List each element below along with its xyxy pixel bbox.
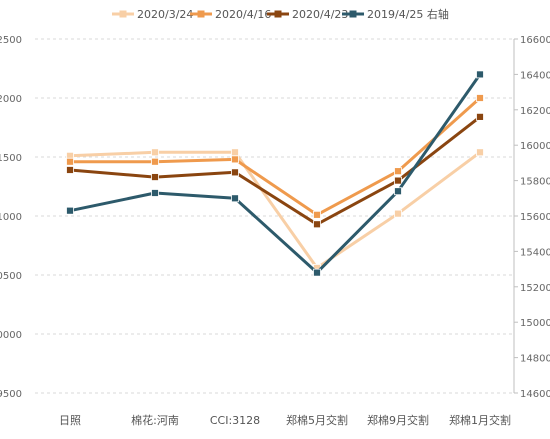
- right-tick-label: 16400: [520, 70, 550, 81]
- data-point: [394, 187, 402, 196]
- data-point: [313, 210, 321, 219]
- data-point: [66, 157, 74, 166]
- left-tick-label: 11000: [0, 212, 22, 223]
- data-point: [151, 148, 159, 157]
- data-point: [476, 94, 484, 102]
- legend-swatch-marker: [274, 10, 282, 18]
- data-point: [476, 70, 484, 79]
- data-point: [313, 220, 321, 229]
- series-2: [66, 94, 484, 219]
- series-1: [66, 148, 484, 272]
- right-tick-label: 16200: [520, 106, 550, 117]
- legend-label: 2020/4/16: [215, 8, 271, 21]
- category-label: 棉花:河南: [131, 413, 179, 427]
- left-tick-label: 12500: [0, 35, 22, 46]
- data-point: [476, 112, 484, 121]
- legend: 2020/3/24 2020/4/16 2020/4/23 2019/4/25 右轴: [112, 7, 449, 21]
- right-tick-label: 15600: [520, 212, 550, 223]
- category-label: 郑棉9月交割: [367, 413, 429, 427]
- data-point: [66, 166, 74, 174]
- left-axis-ticks: 9500 10000 10500 11000 11500 12000 12500: [0, 35, 22, 400]
- data-point: [313, 268, 321, 277]
- legend-swatch-marker: [119, 10, 127, 18]
- right-tick-label: 15800: [520, 177, 550, 188]
- right-tick-label: 14600: [520, 389, 550, 400]
- right-axis-ticks: 14600 14800 15000 15200 15400 15600 15800 16000…: [514, 35, 550, 400]
- data-point: [394, 167, 402, 176]
- series-line: [70, 96, 481, 217]
- legend-swatch-marker: [349, 10, 357, 18]
- legend-label: 2019/4/25 右轴: [367, 7, 449, 21]
- data-point: [231, 194, 239, 203]
- data-point: [151, 157, 159, 166]
- series-line: [69, 73, 482, 275]
- data-point: [394, 209, 402, 218]
- category-label: 郑棉5月交割: [286, 413, 348, 427]
- data-point: [231, 148, 239, 157]
- data-point: [394, 176, 402, 185]
- left-tick-label: 10500: [0, 271, 22, 282]
- left-tick-label: 12000: [0, 94, 22, 105]
- series-line: [69, 150, 481, 270]
- left-tick-label: 9500: [0, 389, 22, 400]
- category-label: 日照: [59, 414, 81, 427]
- data-point: [231, 168, 239, 177]
- data-point: [151, 189, 159, 197]
- right-tick-label: 16600: [520, 35, 550, 46]
- right-tick-label: 15200: [520, 283, 550, 294]
- data-point: [66, 206, 74, 215]
- category-labels: 日照 棉花:河南 CCI:3128 郑棉5月交割 郑棉9月交割 郑棉1月交割: [59, 413, 511, 427]
- data-point: [151, 173, 159, 181]
- right-tick-label: 15000: [520, 318, 550, 329]
- left-tick-label: 11500: [0, 153, 22, 164]
- legend-label: 2020/3/24: [137, 8, 193, 21]
- right-tick-label: 14800: [520, 354, 550, 365]
- series-lines: [66, 70, 484, 277]
- legend-label: 2020/4/23: [292, 8, 348, 21]
- gridlines: [35, 38, 514, 394]
- data-point: [476, 148, 484, 157]
- series-4: [66, 70, 484, 277]
- data-point: [231, 155, 239, 164]
- category-label: 郑棉1月交割: [449, 413, 511, 427]
- right-tick-label: 16000: [520, 141, 550, 152]
- legend-swatch-marker: [197, 10, 205, 18]
- category-label: CCI:3128: [210, 414, 260, 427]
- right-tick-label: 15400: [520, 247, 550, 258]
- left-tick-label: 10000: [0, 330, 22, 341]
